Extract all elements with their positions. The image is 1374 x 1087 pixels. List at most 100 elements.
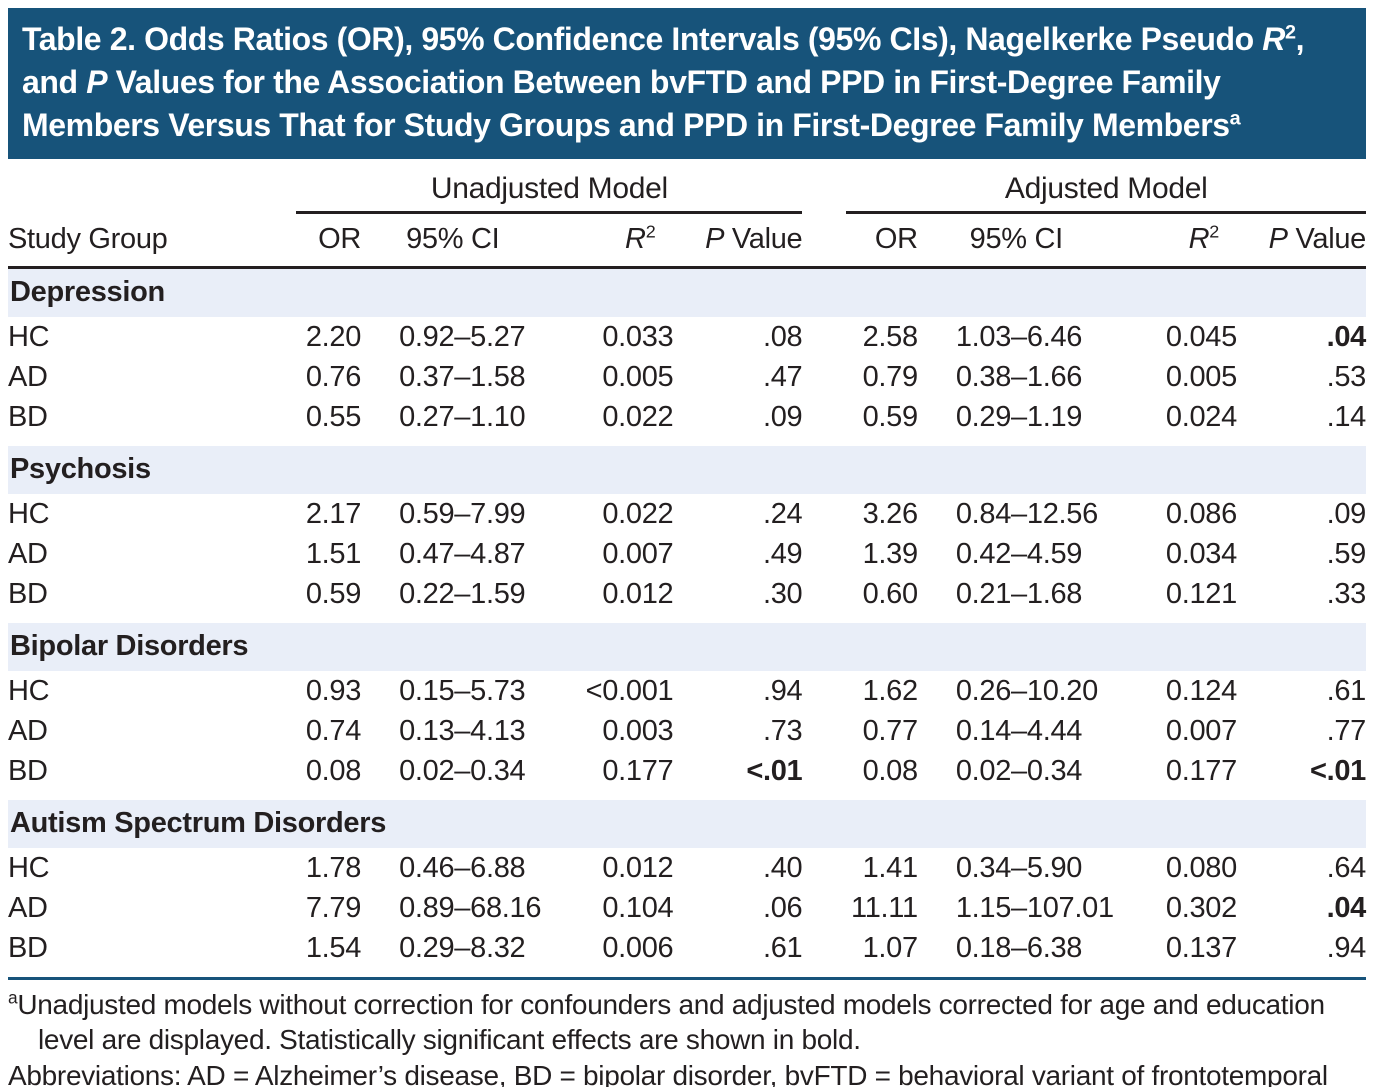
r2-adjusted-cell: 0.034 [1165, 537, 1237, 570]
ci-unadjusted-cell: 0.02–0.34 [399, 754, 526, 787]
r2-adjusted-cell: 0.177 [1165, 754, 1237, 787]
table-row: AD 0.76 0.37–1.58 0.005 .47 0.79 0.38–1.… [8, 357, 1366, 397]
title-r-italic: R [1262, 21, 1285, 57]
footnote-abbreviations: Abbreviations: AD = Alzheimer’s disease,… [8, 1058, 1366, 1087]
p-unadjusted-cell: .09 [762, 400, 803, 433]
or-unadjusted-cell: 0.76 [305, 360, 362, 393]
spacer-cell [8, 172, 286, 214]
section-header-depression: Depression [8, 267, 1366, 317]
study-group-cell: AD [8, 360, 48, 393]
r2-adjusted-cell: 0.080 [1165, 851, 1237, 884]
study-group-cell: HC [8, 497, 50, 530]
or-adjusted-cell: 1.62 [862, 674, 919, 707]
footnotes: aUnadjusted models without correction fo… [8, 980, 1366, 1087]
footnote-a-marker: a [8, 987, 18, 1008]
or-unadjusted-cell: 2.17 [305, 497, 362, 530]
adjusted-model-header: Adjusted Model [802, 172, 1366, 214]
table-row: BD 0.55 0.27–1.10 0.022 .09 0.59 0.29–1.… [8, 397, 1366, 446]
r2-adjusted-cell: 0.024 [1165, 400, 1237, 433]
r2-unadjusted-cell: 0.104 [602, 891, 674, 924]
study-group-cell: BD [8, 931, 48, 964]
table-row: HC 1.78 0.46–6.88 0.012 .40 1.41 0.34–5.… [8, 848, 1366, 888]
p-adjusted-cell: <.01 [1309, 754, 1366, 787]
footnote-a: aUnadjusted models without correction fo… [8, 987, 1366, 1058]
or-unadjusted-cell: 0.08 [305, 754, 362, 787]
section-header-row: Psychosis [8, 445, 1366, 494]
ci-adjusted-cell: 0.26–10.20 [955, 674, 1098, 707]
study-group-cell: HC [8, 674, 50, 707]
r2-unadjusted-cell: 0.005 [602, 360, 674, 393]
or-unadjusted-cell: 1.78 [305, 851, 362, 884]
model-group-header-row: Unadjusted Model Adjusted Model [8, 172, 1366, 214]
ci-unadjusted-cell: 0.37–1.58 [399, 360, 526, 393]
p-unadjusted-cell: <.01 [746, 754, 803, 787]
ci-unadjusted-cell: 0.15–5.73 [399, 674, 526, 707]
r2-unadjusted-cell: 0.022 [602, 400, 674, 433]
or-adjusted-cell: 1.39 [862, 537, 919, 570]
ci-adjusted-cell: 0.18–6.38 [955, 931, 1083, 964]
p-unadjusted-cell: .61 [762, 931, 803, 964]
unadjusted-model-header: Unadjusted Model [286, 172, 803, 214]
ci-unadjusted-cell: 0.27–1.10 [399, 400, 526, 433]
r2-unadjusted-cell: 0.177 [602, 754, 674, 787]
or-adjusted-cell: 0.77 [862, 714, 919, 747]
column-header-or-unadjusted: OR [286, 213, 361, 269]
ci-unadjusted-cell: 0.29–8.32 [399, 931, 526, 964]
r2-unadjusted-cell: <0.001 [585, 674, 674, 707]
r2-adjusted-cell: 0.005 [1165, 360, 1237, 393]
study-group-cell: AD [8, 714, 48, 747]
ci-adjusted-cell: 1.03–6.46 [955, 320, 1083, 353]
r2-adjusted-cell: 0.121 [1165, 577, 1237, 610]
ci-adjusted-cell: 0.38–1.66 [955, 360, 1083, 393]
p-adjusted-cell: .09 [1326, 497, 1367, 530]
study-group-cell: BD [8, 754, 48, 787]
ci-unadjusted-cell: 0.92–5.27 [399, 320, 526, 353]
table-row: HC 2.20 0.92–5.27 0.033 .08 2.58 1.03–6.… [8, 317, 1366, 357]
p-unadjusted-cell: .94 [762, 674, 803, 707]
section-header-row: Bipolar Disorders [8, 622, 1366, 671]
column-header-p-adjusted: P Value [1236, 213, 1366, 269]
or-adjusted-cell: 0.79 [862, 360, 919, 393]
title-r-superscript: 2 [1285, 21, 1296, 44]
table-row: AD 1.51 0.47–4.87 0.007 .49 1.39 0.42–4.… [8, 534, 1366, 574]
column-header-ci-unadjusted: 95% CI [361, 213, 545, 269]
p-unadjusted-cell: .30 [762, 577, 803, 610]
column-header-or-adjusted: OR [802, 213, 918, 269]
ci-adjusted-cell: 0.42–4.59 [955, 537, 1083, 570]
r2-adjusted-cell: 0.302 [1165, 891, 1237, 924]
ci-adjusted-cell: 0.34–5.90 [955, 851, 1083, 884]
p-unadjusted-cell: .06 [762, 891, 803, 924]
column-header-ci-adjusted: 95% CI [917, 213, 1115, 269]
p-unadjusted-cell: .49 [762, 537, 803, 570]
p-adjusted-cell: .04 [1326, 320, 1367, 353]
column-header-study-group: Study Group [8, 213, 287, 269]
study-group-cell: BD [8, 577, 48, 610]
or-unadjusted-cell: 7.79 [305, 891, 362, 924]
ci-adjusted-cell: 0.02–0.34 [955, 754, 1083, 787]
footnote-abbreviations-text: Abbreviations: AD = Alzheimer’s disease,… [8, 1059, 1328, 1087]
study-group-cell: HC [8, 320, 50, 353]
or-unadjusted-cell: 1.54 [305, 931, 362, 964]
or-unadjusted-cell: 0.59 [305, 577, 362, 610]
column-header-r2-unadjusted: R2 [544, 213, 674, 269]
or-adjusted-cell: 11.11 [851, 891, 918, 924]
title-text: , and [22, 21, 1305, 100]
ci-adjusted-cell: 0.84–12.56 [955, 497, 1098, 530]
or-unadjusted-cell: 0.55 [305, 400, 362, 433]
r2-unadjusted-cell: 0.012 [602, 851, 674, 884]
table-row: BD 1.54 0.29–8.32 0.006 .61 1.07 0.18–6.… [8, 928, 1366, 977]
or-adjusted-cell: 1.41 [862, 851, 919, 884]
title-text: Values for the Association Between bvFTD… [22, 63, 1230, 143]
p-adjusted-cell: .04 [1326, 891, 1367, 924]
section-header-row: Autism Spectrum Disorders [8, 799, 1366, 848]
adjusted-model-label: Adjusted Model [846, 172, 1366, 214]
p-unadjusted-cell: .08 [762, 320, 803, 353]
or-adjusted-cell: 0.59 [862, 400, 919, 433]
r2-unadjusted-cell: 0.006 [602, 931, 674, 964]
r2-unadjusted-cell: 0.003 [602, 714, 674, 747]
p-unadjusted-cell: .24 [762, 497, 803, 530]
ci-unadjusted-cell: 0.47–4.87 [399, 537, 526, 570]
column-header-p-unadjusted: P Value [673, 213, 803, 269]
ci-unadjusted-cell: 0.22–1.59 [399, 577, 526, 610]
